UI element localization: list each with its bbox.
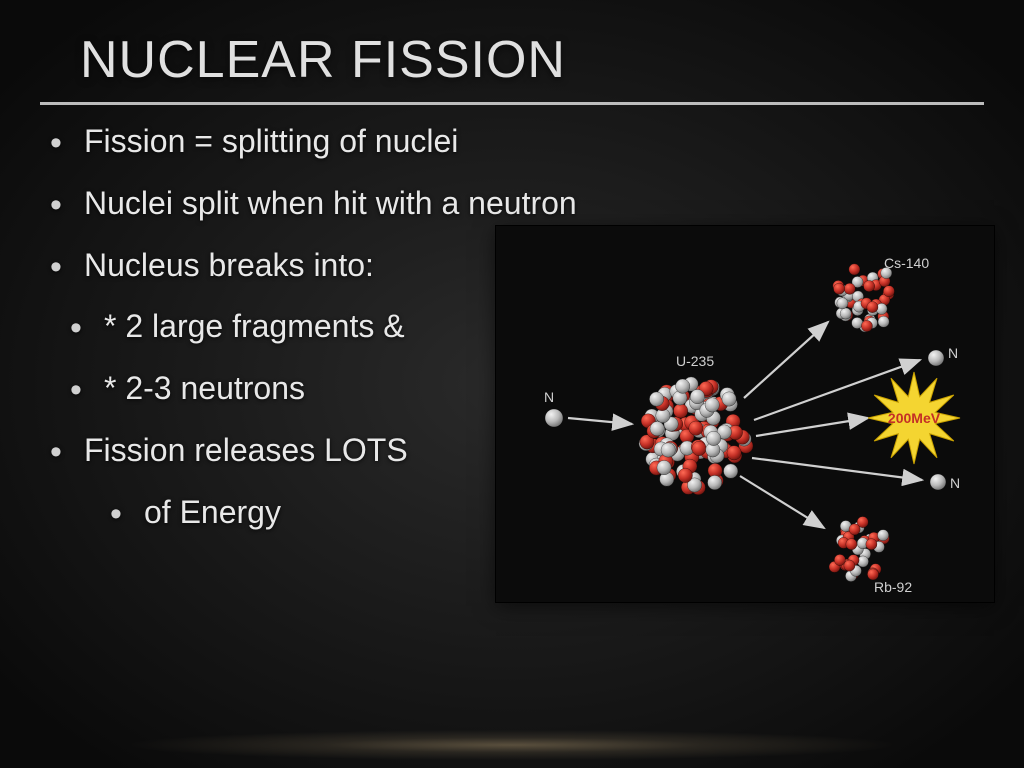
neutron-icon [545,409,563,427]
nucleus-icon [639,377,753,495]
nucleus-icon [833,264,895,332]
diagram-label: N [544,389,554,405]
floor-glow [132,730,892,760]
neutron-icon [928,350,944,366]
diagram-label: U-235 [676,353,714,369]
diagram-label: N [950,475,960,491]
fission-diagram: 200MeV N U-235 Cs-140 Rb-92 N N [496,226,994,602]
energy-label: 200MeV [888,410,941,426]
diagram-arrow [756,418,868,436]
diagram-arrow [752,458,922,480]
bullet-item: Fission = splitting of nuclei [50,123,984,161]
fission-diagram-svg: 200MeV N U-235 Cs-140 Rb-92 N N [496,226,994,602]
bullet-item: Nuclei split when hit with a neutron [50,185,984,223]
slide-title: NUCLEAR FISSION [80,30,984,90]
diagram-arrow [744,322,828,398]
diagram-arrow [568,418,632,424]
diagram-label: Cs-140 [884,255,929,271]
neutron-icon [930,474,946,490]
nucleus-icon [829,517,889,582]
diagram-arrow [740,476,824,528]
slide: NUCLEAR FISSION Fission = splitting of n… [0,0,1024,768]
diagram-label: Rb-92 [874,579,912,595]
title-underline [40,102,984,105]
diagram-label: N [948,345,958,361]
